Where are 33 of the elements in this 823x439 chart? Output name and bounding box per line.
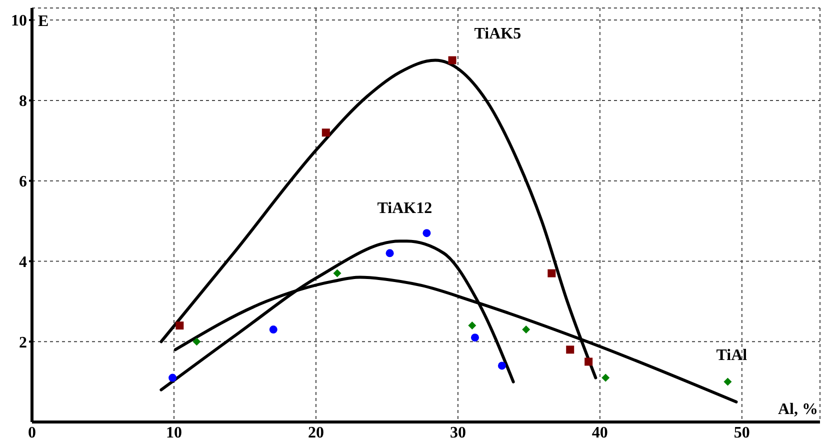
x-tick-label: 50	[734, 424, 750, 439]
point	[269, 326, 278, 334]
point	[422, 229, 431, 238]
point	[522, 326, 530, 334]
point	[470, 334, 479, 342]
point	[333, 269, 342, 278]
point	[468, 322, 476, 330]
y-tick-label: 4	[19, 254, 27, 271]
x-tick-label: 30	[450, 424, 466, 439]
y-tick-label: 6	[19, 174, 27, 191]
point	[192, 338, 201, 346]
x-tick-label: 40	[592, 424, 608, 439]
y-tick-label: 8	[19, 93, 27, 110]
series-label: TiAK5	[474, 25, 522, 42]
point	[548, 269, 556, 278]
x-tick-label: 0	[28, 424, 36, 439]
point	[584, 358, 593, 366]
y-tick-label: 2	[19, 334, 27, 352]
point	[168, 374, 177, 382]
series-label: TiAl	[716, 346, 748, 364]
point	[724, 378, 732, 386]
x-tick-label: 20	[308, 424, 324, 439]
x-axis-title: Al, %	[778, 401, 818, 418]
series-label: TiAK12	[377, 200, 432, 218]
point	[566, 346, 574, 354]
point	[498, 362, 506, 370]
point	[602, 374, 610, 382]
point	[322, 128, 330, 137]
point	[386, 249, 394, 258]
y-tick-label: 10	[11, 12, 27, 30]
point	[176, 322, 184, 330]
x-tick-label: 10	[166, 424, 182, 439]
point	[448, 56, 456, 64]
